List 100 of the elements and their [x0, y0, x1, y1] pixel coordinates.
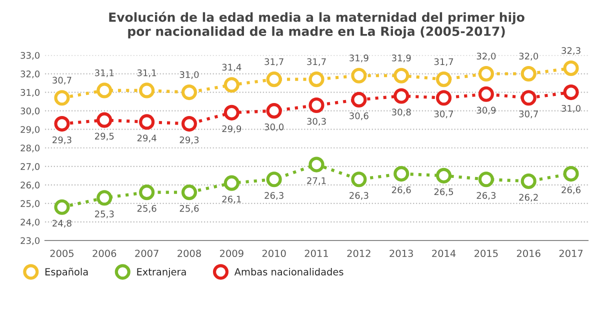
data-label: 26,1	[222, 196, 241, 204]
point	[351, 68, 367, 84]
data-label: 27,1	[307, 177, 326, 185]
point	[563, 60, 579, 76]
point	[266, 172, 282, 188]
point	[266, 72, 282, 88]
point	[394, 68, 410, 84]
point	[436, 90, 452, 106]
point	[54, 199, 70, 215]
x-tick-label: 2008	[178, 250, 201, 258]
point	[351, 172, 367, 188]
point	[266, 103, 282, 119]
x-tick-label: 2013	[390, 250, 413, 258]
point	[520, 90, 536, 106]
data-label: 31,0	[562, 104, 580, 113]
point	[224, 175, 240, 191]
y-tick-label: 25,0	[20, 200, 40, 208]
data-label: 29,3	[180, 136, 199, 144]
y-tick-label: 30,0	[20, 108, 40, 116]
data-label: 30,6	[350, 112, 368, 120]
x-tick-label: 2010	[262, 250, 286, 258]
point	[181, 84, 198, 100]
point	[520, 173, 536, 189]
point	[139, 82, 155, 98]
point	[563, 166, 579, 182]
point	[224, 77, 240, 93]
data-label: 32,0	[476, 52, 496, 60]
x-tick-label: 2015	[474, 250, 498, 258]
point	[478, 86, 494, 102]
point	[436, 72, 452, 88]
data-label: 29,9	[222, 125, 242, 134]
data-label: 26,2	[519, 194, 538, 202]
legend-label: Ambas nacionalidades	[234, 268, 344, 276]
data-label: 26,3	[350, 192, 368, 200]
chart-title: Evolución de la edad media a la maternidad del primer hijo por nacionalidad de la madre en La Rioja (2005-2017)	[109, 12, 524, 39]
data-label: 30,7	[434, 110, 454, 118]
point	[96, 112, 112, 128]
point	[478, 66, 494, 82]
data-label: 29,3	[52, 136, 72, 144]
data-label: 25,6	[180, 204, 199, 213]
y-tick-label: 27,0	[20, 163, 40, 171]
data-label: 26,6	[392, 186, 411, 194]
data-label: 30,3	[307, 118, 326, 126]
point	[181, 184, 198, 200]
point	[563, 84, 579, 100]
point	[436, 168, 452, 184]
data-label: 29,4	[137, 134, 156, 142]
y-tick-label: 28,0	[20, 144, 40, 152]
data-label: 31,1	[137, 69, 156, 78]
y-tick-label: 29,0	[20, 126, 40, 134]
data-label: 31,4	[222, 64, 242, 72]
data-label: 30,7	[52, 76, 72, 85]
point	[139, 184, 155, 200]
data-label: 29,5	[95, 132, 114, 140]
y-tick-label: 23,0	[20, 237, 40, 245]
data-label: 31,1	[95, 69, 114, 78]
point	[308, 97, 324, 114]
point	[351, 92, 367, 108]
point	[139, 114, 155, 130]
point	[308, 72, 324, 88]
data-label: 32,3	[562, 47, 580, 55]
data-label: 31,9	[350, 54, 368, 62]
data-label: 31,7	[307, 58, 326, 66]
x-tick-label: 2009	[220, 250, 244, 258]
data-label: 26,3	[476, 192, 496, 200]
data-label: 32,0	[519, 52, 538, 60]
x-tick-label: 2016	[516, 250, 540, 258]
data-label: 26,6	[562, 186, 581, 194]
data-label: 31,7	[434, 58, 454, 66]
data-label: 30,0	[264, 123, 284, 132]
x-tick-label: 2017	[559, 250, 583, 258]
point	[478, 172, 494, 188]
x-tick-label: 2005	[50, 250, 74, 258]
data-label: 31,0	[180, 71, 199, 79]
y-tick-label: 32,0	[20, 70, 40, 78]
y-tick-label: 24,0	[20, 218, 40, 226]
y-tick-label: 31,0	[20, 89, 40, 97]
legend-label: Extranjera	[137, 268, 186, 278]
data-label: 26,5	[434, 188, 454, 196]
x-tick-label: 2012	[347, 250, 370, 258]
point	[224, 104, 240, 120]
data-label: 26,3	[264, 192, 284, 200]
data-label: 24,8	[52, 220, 72, 228]
x-tick-label: 2007	[135, 250, 158, 258]
point	[181, 116, 198, 132]
x-tick-label: 2011	[304, 250, 328, 258]
y-tick-label: 33,0	[20, 52, 40, 60]
data-label: 30,8	[392, 108, 411, 116]
data-label: 25,6	[137, 204, 156, 213]
point	[54, 90, 70, 106]
point	[394, 88, 410, 104]
data-label: 30,9	[476, 106, 496, 115]
x-tick-label: 2014	[432, 250, 456, 258]
legend-label: Española	[45, 268, 88, 278]
data-label: 25,3	[95, 210, 114, 218]
point	[308, 156, 324, 172]
y-tick-label: 26,0	[20, 182, 40, 190]
point	[394, 166, 410, 182]
data-label: 31,9	[392, 54, 411, 62]
x-tick-label: 2006	[92, 250, 116, 258]
